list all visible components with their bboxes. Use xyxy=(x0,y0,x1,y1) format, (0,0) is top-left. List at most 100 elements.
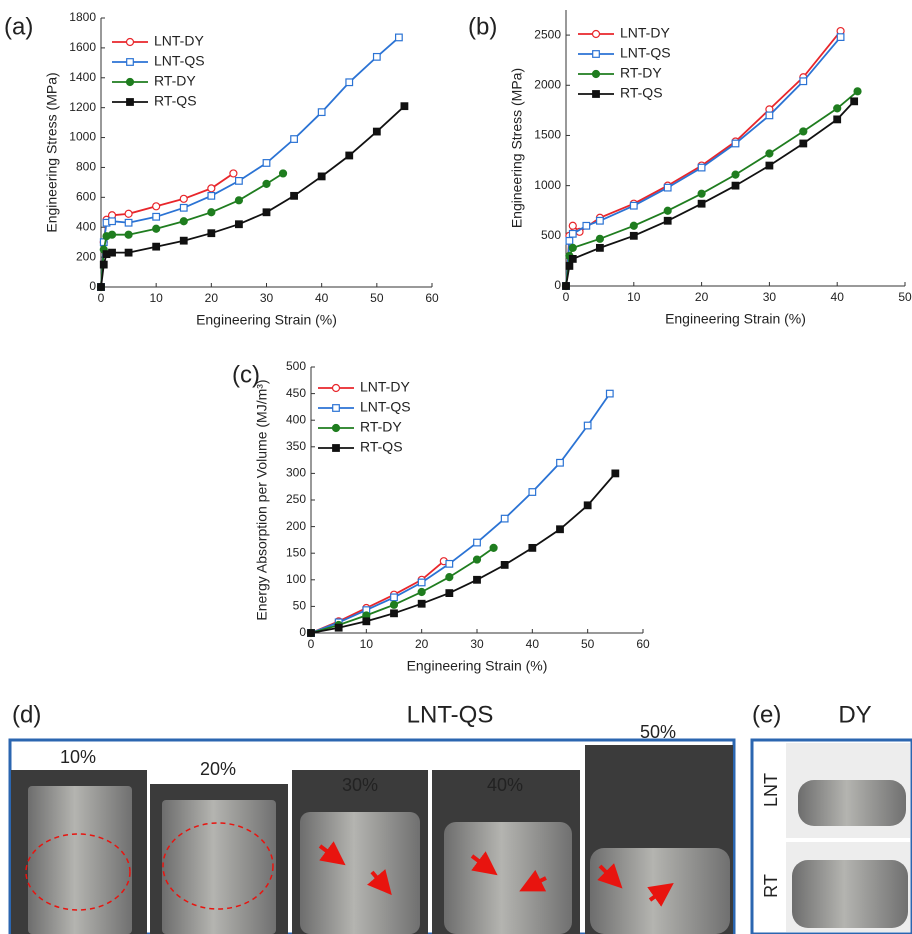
marker xyxy=(108,217,116,226)
marker xyxy=(528,543,537,552)
marker xyxy=(565,236,574,245)
marker xyxy=(317,172,326,181)
panel-label: (c) xyxy=(232,361,260,388)
x-tick-label: 60 xyxy=(425,291,439,305)
legend-label: LNT-QS xyxy=(154,53,205,69)
marker xyxy=(799,77,808,86)
legend-marker xyxy=(125,77,135,87)
arrow xyxy=(647,883,674,907)
legend-marker xyxy=(592,90,600,98)
x-tick-label: 50 xyxy=(898,290,912,304)
marker xyxy=(445,589,454,597)
marker xyxy=(836,33,845,41)
legend-marker xyxy=(592,50,600,58)
marker xyxy=(334,623,343,632)
panel-frame xyxy=(8,738,736,934)
marker xyxy=(400,102,409,111)
marker xyxy=(124,230,133,239)
legend-marker xyxy=(591,29,601,39)
marker xyxy=(568,255,577,263)
marker xyxy=(179,194,188,203)
x-axis-title: Engineering Strain (%) xyxy=(196,312,337,328)
panel-label: (d) xyxy=(12,701,41,728)
marker xyxy=(583,421,592,430)
marker xyxy=(568,229,577,238)
marker xyxy=(697,163,706,172)
y-tick-label: 200 xyxy=(76,249,96,263)
marker xyxy=(850,97,859,106)
marker xyxy=(307,629,315,637)
marker xyxy=(582,221,591,230)
legend-label: RT-QS xyxy=(360,439,403,455)
y-axis-title: Energy Absorption per Volume (MJ/m³) xyxy=(254,379,270,620)
legend-label: RT-DY xyxy=(360,419,402,435)
legend-marker xyxy=(126,98,134,106)
x-tick-label: 30 xyxy=(470,637,484,651)
marker xyxy=(663,206,672,215)
y-tick-label: 2500 xyxy=(534,27,561,41)
y-tick-label: 350 xyxy=(286,439,306,453)
sample xyxy=(28,786,132,934)
legend-label: RT-QS xyxy=(154,93,197,109)
legend-label: RT-DY xyxy=(154,73,196,89)
marker xyxy=(108,248,116,257)
marker xyxy=(605,389,614,398)
legend-marker xyxy=(331,383,341,393)
sample xyxy=(798,780,906,826)
marker xyxy=(528,488,537,496)
x-tick-label: 20 xyxy=(205,291,219,305)
strain-label: 20% xyxy=(200,759,236,779)
highlight xyxy=(25,833,131,911)
marker xyxy=(207,208,216,217)
sample xyxy=(444,822,572,934)
marker xyxy=(853,87,862,96)
marker xyxy=(697,189,706,198)
marker xyxy=(489,543,498,552)
series-line xyxy=(565,90,859,287)
x-tick-label: 10 xyxy=(149,291,163,305)
marker xyxy=(417,587,426,597)
marker xyxy=(107,230,117,239)
marker xyxy=(235,176,243,185)
sample xyxy=(162,800,276,934)
marker xyxy=(235,220,243,229)
y-tick-label: 0 xyxy=(554,278,561,292)
y-tick-label: 0 xyxy=(299,625,306,639)
marker xyxy=(568,243,577,252)
marker xyxy=(765,161,774,170)
y-tick-label: 0 xyxy=(89,279,96,293)
marker xyxy=(799,127,808,136)
y-tick-label: 50 xyxy=(293,599,307,613)
marker xyxy=(417,599,426,608)
marker xyxy=(152,202,161,211)
y-axis-title: Engineering Stress (MPa) xyxy=(44,72,60,232)
y-tick-label: 500 xyxy=(286,359,306,373)
marker xyxy=(473,538,481,547)
marker xyxy=(179,203,188,212)
marker xyxy=(629,231,638,240)
marker xyxy=(234,196,244,205)
marker xyxy=(595,234,605,243)
x-tick-label: 0 xyxy=(308,637,315,651)
marker xyxy=(731,170,740,179)
x-tick-label: 50 xyxy=(370,291,384,305)
strain-label: 40% xyxy=(487,775,523,795)
marker xyxy=(663,183,672,192)
marker xyxy=(445,559,454,568)
arrow xyxy=(519,869,547,892)
y-tick-label: 100 xyxy=(286,572,306,586)
marker xyxy=(595,243,604,252)
marker xyxy=(179,217,188,226)
panel-title: LNT-QS xyxy=(407,701,494,728)
y-tick-label: 400 xyxy=(286,412,306,426)
marker xyxy=(372,127,381,136)
marker xyxy=(629,221,638,230)
marker xyxy=(472,555,482,564)
y-tick-label: 1500 xyxy=(534,128,561,142)
y-tick-label: 1000 xyxy=(534,178,561,192)
x-axis-title: Engineering Strain (%) xyxy=(665,311,806,327)
y-tick-label: 150 xyxy=(286,545,306,559)
marker xyxy=(372,52,381,61)
x-tick-label: 20 xyxy=(695,290,709,304)
marker xyxy=(697,199,706,208)
